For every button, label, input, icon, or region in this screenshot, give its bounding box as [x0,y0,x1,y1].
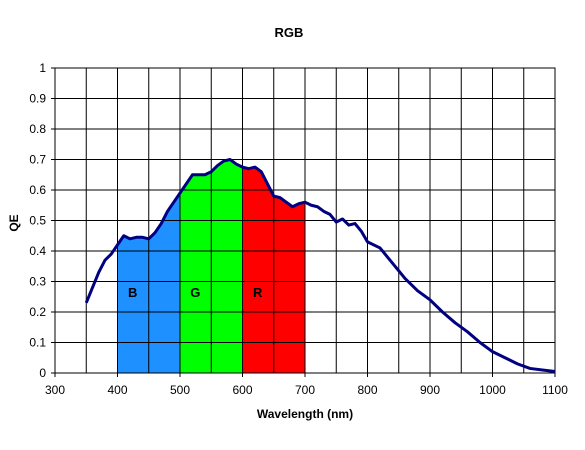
x-tick-label: 400 [107,383,127,397]
y-tick-label: 0.7 [29,153,46,167]
x-axis-label: Wavelength (nm) [257,407,353,421]
x-tick-label: 900 [420,383,440,397]
x-tick-label: 500 [170,383,190,397]
x-tick-label: 1100 [542,383,568,397]
y-tick-label: 0 [39,366,46,380]
y-tick-label: 0.3 [29,275,46,289]
x-tick-label: 700 [295,383,315,397]
band-label-b: B [128,285,137,300]
y-tick-label: 0.1 [29,336,46,350]
y-tick-label: 0.8 [29,122,46,136]
x-tick-label: 300 [45,383,65,397]
qe-curve [84,158,556,373]
y-tick-label: 0.9 [29,92,46,106]
x-axis-ticks: 300 400 500 600 700 800 900 1000 1100 [45,373,568,397]
y-tick-label: 1 [39,61,46,75]
y-tick-label: 0.5 [29,214,46,228]
y-tick-label: 0.6 [29,183,46,197]
y-axis-ticks: 0 0.1 0.2 0.3 0.4 0.5 0.6 0.7 0.8 0.9 1 [29,61,55,380]
x-tick-label: 1000 [479,383,506,397]
x-tick-label: 600 [232,383,252,397]
gridlines [55,68,555,373]
y-tick-label: 0.2 [29,305,46,319]
y-axis-label: QE [7,214,21,231]
band-label-g: G [190,285,200,300]
chart-title: RGB [275,25,304,40]
x-tick-label: 800 [357,383,377,397]
y-tick-label: 0.4 [29,244,46,258]
band-label-r: R [253,285,263,300]
qe-series [84,158,556,373]
